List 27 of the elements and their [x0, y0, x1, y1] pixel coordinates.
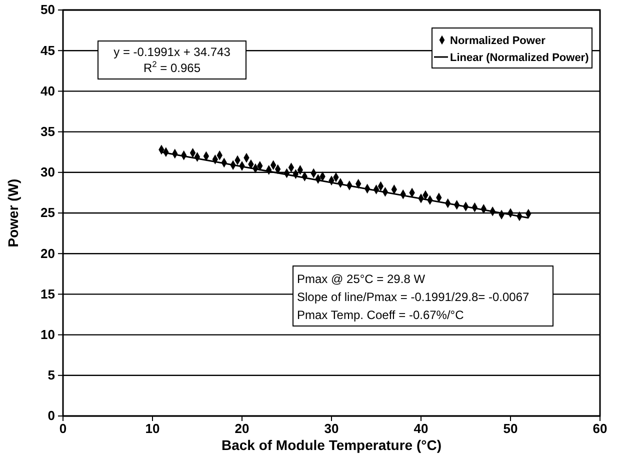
annotation: Pmax @ 25°C = 29.8 W [297, 272, 426, 286]
y-tick-label: 0 [48, 408, 55, 424]
x-tick-label: 0 [59, 421, 67, 436]
legend-label: Normalized Power [450, 35, 546, 47]
legend-label: Linear (Normalized Power) [450, 52, 590, 64]
x-axis-title: Back of Module Temperature (°C) [221, 437, 442, 453]
y-tick-label: 30 [40, 164, 55, 180]
x-tick-label: 40 [414, 421, 428, 436]
y-tick-label: 20 [40, 246, 55, 261]
y-tick-label: 5 [48, 368, 55, 383]
x-tick-label: 30 [324, 421, 339, 436]
x-tick-label: 20 [234, 421, 250, 436]
x-tick-label: 50 [503, 421, 518, 436]
x-tick-label: 10 [145, 421, 160, 436]
y-tick-label: 40 [40, 83, 55, 98]
annotation: y = -0.1991x + 34.743 [114, 45, 231, 59]
annotation: R$^{2}$ = 0.965 [143, 59, 201, 75]
y-tick-label: 10 [40, 326, 55, 342]
annotation: Slope of line/Pmax = -0.1991/29.8= -0.0067 [297, 290, 530, 304]
y-tick-label: 25 [40, 205, 55, 220]
y-tick-label: 15 [40, 286, 55, 302]
y-tick-label: 45 [40, 42, 55, 58]
y-tick-label: 50 [40, 2, 55, 18]
x-tick-label: 60 [592, 421, 608, 436]
y-axis-title: Power (W) [5, 178, 21, 248]
y-tick-label: 35 [40, 124, 55, 139]
annotation: Pmax Temp. Coeff = -0.67%/°C [297, 308, 464, 322]
